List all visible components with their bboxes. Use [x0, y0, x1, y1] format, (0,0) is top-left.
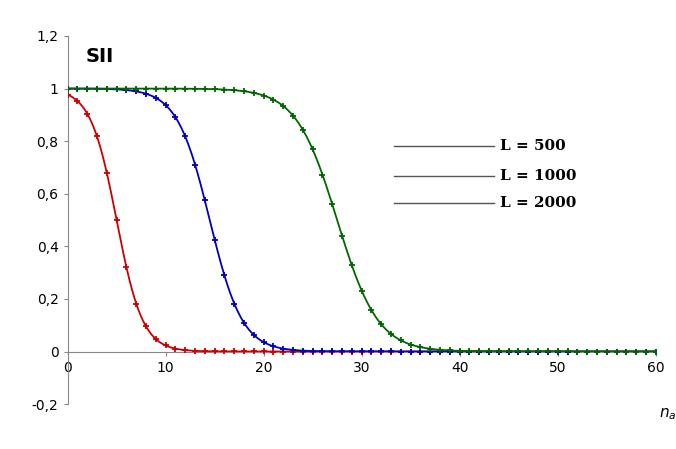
Text: L = 2000: L = 2000 — [500, 197, 576, 211]
Text: $n_{a\bar{b}}$: $n_{a\bar{b}}$ — [658, 406, 676, 422]
Text: L = 1000: L = 1000 — [500, 169, 577, 183]
Text: SII: SII — [85, 47, 114, 66]
Text: L = 500: L = 500 — [500, 139, 566, 154]
